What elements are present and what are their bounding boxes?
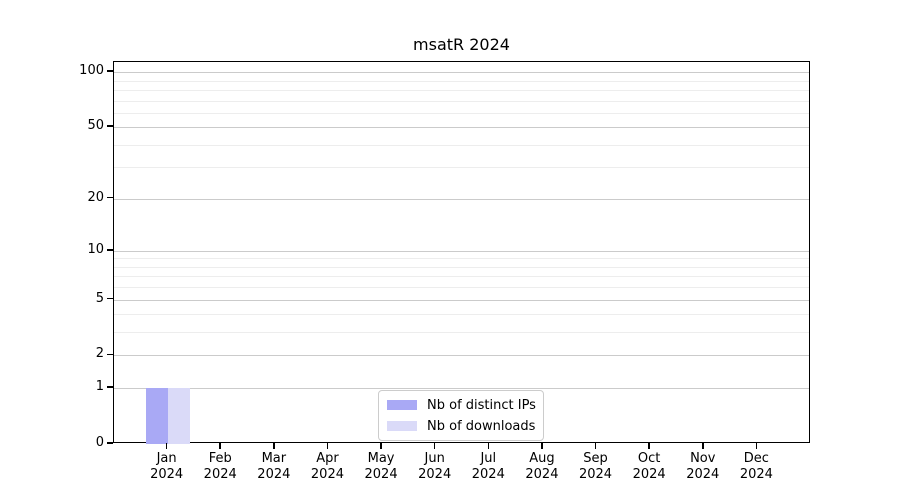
x-tick-mark: [433, 443, 436, 449]
legend-swatch-downloads: [387, 421, 417, 431]
x-tick-label-line: Dec: [743, 451, 769, 466]
major-gridline: [114, 198, 809, 200]
chart-title: msatR 2024: [413, 35, 510, 54]
x-tick-label-line: Aug: [529, 451, 555, 466]
legend: Nb of distinct IPs Nb of downloads: [378, 390, 544, 441]
minor-gridline: [114, 314, 809, 316]
x-tick-label-line: 2024: [525, 467, 559, 482]
x-tick-mark: [380, 443, 382, 449]
x-tick-label: Jun 2024: [404, 451, 466, 483]
minor-gridline: [114, 112, 809, 114]
x-tick-label-line: 2024: [418, 467, 452, 482]
minor-gridline: [114, 287, 809, 289]
y-tick-mark: [107, 70, 113, 72]
minor-gridline: [114, 89, 809, 91]
minor-gridline: [114, 80, 809, 82]
legend-label-downloads: Nb of downloads: [427, 418, 536, 434]
major-gridline: [114, 72, 809, 74]
x-tick-label: Nov 2024: [672, 451, 734, 483]
x-tick-label-line: May: [367, 451, 395, 466]
x-tick-label: Sep 2024: [565, 451, 627, 483]
minor-gridline: [114, 258, 809, 260]
plot-area: [113, 61, 810, 444]
minor-gridline: [114, 332, 809, 334]
bar-distinct-ips: [145, 388, 168, 444]
legend-item-distinct-ips: Nb of distinct IPs: [387, 396, 536, 414]
x-tick-label-line: 2024: [364, 467, 398, 482]
minor-gridline: [114, 100, 809, 102]
x-tick-mark: [219, 443, 221, 449]
major-gridline: [114, 355, 809, 357]
y-tick-mark: [107, 249, 113, 251]
x-tick-mark: [273, 443, 275, 449]
minor-gridline: [114, 167, 809, 169]
y-tick-mark: [107, 353, 113, 356]
y-tick-label: 1: [95, 379, 104, 395]
x-tick-label-line: Jun: [424, 451, 445, 466]
x-tick-label-line: 2024: [739, 467, 773, 482]
x-tick-label-line: 2024: [632, 467, 666, 482]
x-tick-label-line: 2024: [471, 467, 505, 482]
major-gridline: [114, 388, 809, 390]
x-tick-label: Aug 2024: [511, 451, 573, 483]
x-tick-label: Jan 2024: [136, 451, 198, 483]
y-tick-mark: [107, 196, 113, 199]
x-tick-label-line: 2024: [578, 467, 613, 482]
x-tick-label-line: Feb: [208, 451, 232, 466]
x-tick-label: Apr 2024: [296, 451, 358, 483]
legend-swatch-distinct-ips: [387, 400, 417, 410]
x-tick-label: Jul 2024: [457, 451, 519, 483]
x-tick-mark: [755, 443, 758, 449]
y-tick-label: 20: [87, 189, 104, 205]
y-tick-mark: [107, 442, 113, 444]
x-tick-label: Dec 2024: [725, 451, 787, 483]
x-tick-mark: [165, 443, 168, 449]
x-tick-label: May 2024: [350, 451, 412, 483]
x-tick-label-line: Nov: [690, 451, 716, 466]
x-tick-mark: [487, 443, 490, 449]
x-tick-label-line: 2024: [686, 467, 720, 482]
x-tick-mark: [648, 443, 650, 449]
x-tick-label-line: Sep: [583, 451, 608, 466]
major-gridline: [114, 299, 809, 301]
y-tick-label: 2: [95, 346, 104, 362]
y-tick-mark: [107, 297, 113, 300]
major-gridline: [114, 250, 809, 252]
y-tick-mark: [107, 386, 113, 388]
minor-gridline: [114, 144, 809, 146]
x-tick-mark: [702, 443, 704, 449]
x-tick-mark: [326, 443, 329, 449]
y-tick-label: 50: [87, 118, 104, 134]
x-tick-label-line: Apr: [316, 451, 339, 466]
x-tick-label-line: 2024: [257, 467, 291, 482]
legend-label-distinct-ips: Nb of distinct IPs: [427, 397, 536, 413]
y-tick-label: 5: [95, 290, 104, 306]
x-tick-mark: [541, 443, 543, 449]
y-tick-label: 10: [87, 241, 104, 257]
legend-item-downloads: Nb of downloads: [387, 417, 535, 435]
y-tick-mark: [107, 125, 113, 127]
x-tick-label-line: Jul: [480, 451, 497, 466]
x-tick-label-line: 2024: [150, 467, 184, 482]
x-tick-label: Feb 2024: [189, 451, 251, 483]
x-tick-label-line: 2024: [203, 467, 237, 482]
x-tick-mark: [594, 443, 597, 449]
bar-downloads: [167, 388, 190, 444]
x-tick-label-line: Mar: [261, 451, 287, 466]
x-tick-label-line: Jan: [156, 451, 177, 466]
x-tick-label: Oct 2024: [618, 451, 680, 483]
minor-gridline: [114, 266, 809, 268]
y-tick-label: 0: [95, 435, 104, 450]
minor-gridline: [114, 276, 809, 278]
x-tick-label-line: Oct: [637, 451, 661, 466]
y-tick-label: 100: [79, 63, 104, 79]
x-tick-label: Mar 2024: [243, 451, 305, 483]
x-tick-label-line: 2024: [310, 467, 344, 482]
major-gridline: [114, 127, 809, 129]
